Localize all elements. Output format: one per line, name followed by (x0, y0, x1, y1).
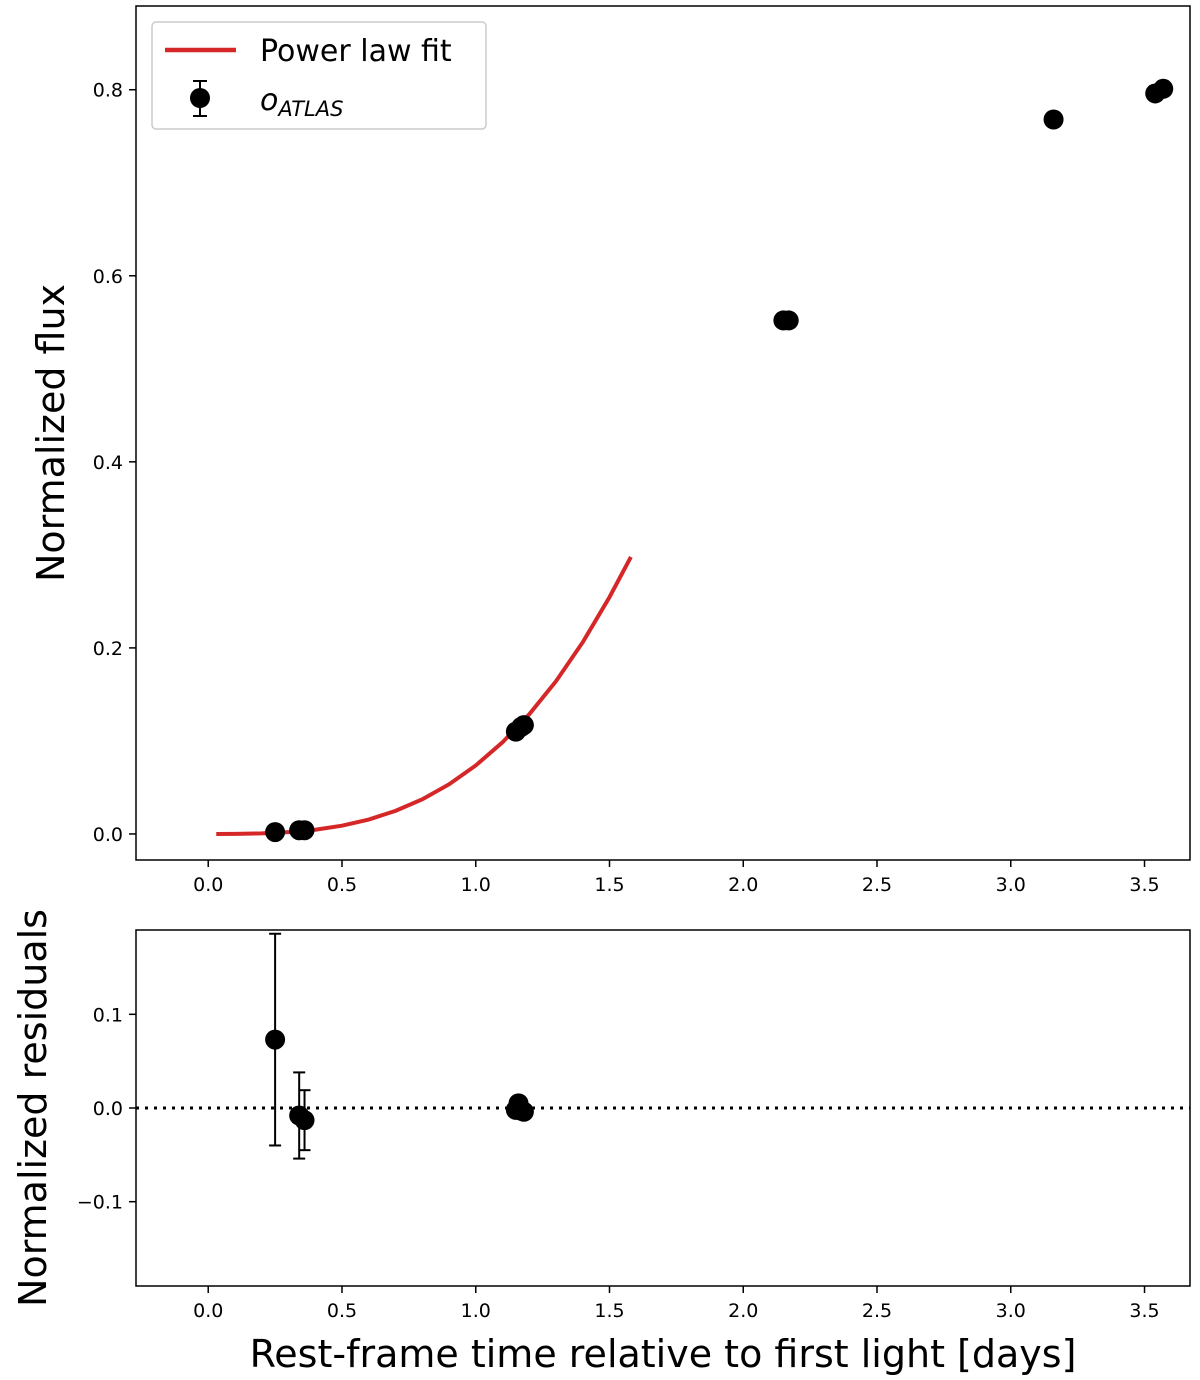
residuals-x-tick-label: 0.5 (327, 1300, 357, 1322)
flux-data-point (1043, 109, 1064, 130)
flux-data-point (513, 715, 534, 736)
legend-data-label-sub: ATLAS (276, 97, 343, 121)
flux-y-tick-label: 0.8 (93, 80, 123, 102)
legend-data-label-main: o (260, 83, 278, 118)
flux-x-tick-label: 3.5 (1129, 874, 1159, 896)
flux-x-axis-ticks: 0.0 0.5 1.0 1.5 2.0 2.5 3.0 3.5 (193, 860, 1160, 896)
residuals-y-tick-label: −0.1 (77, 1192, 123, 1214)
legend-data-label: oATLAS (260, 83, 343, 121)
residuals-data-point (265, 1029, 286, 1050)
residuals-y-axis-ticks: −0.1 0.0 0.1 (77, 1004, 136, 1214)
flux-y-tick-label: 0.2 (93, 638, 123, 660)
residuals-panel: 0.0 0.5 1.0 1.5 2.0 2.5 3.0 3.5 −0.1 0.0 0.1 Norm… (11, 909, 1191, 1376)
flux-x-tick-label: 1.5 (594, 874, 624, 896)
residuals-x-tick-label: 1.5 (594, 1300, 624, 1322)
residuals-axes-frame (135, 929, 1191, 1287)
residuals-x-tick-label: 2.5 (862, 1300, 892, 1322)
residuals-data-point (294, 1110, 315, 1131)
flux-x-tick-label: 0.0 (193, 874, 223, 896)
power-law-fit-line (216, 555, 633, 836)
flux-y-axis-ticks: 0.0 0.2 0.4 0.6 0.8 (93, 80, 136, 846)
residuals-x-tick-label: 0.0 (193, 1300, 223, 1322)
residuals-x-tick-label: 2.0 (728, 1300, 758, 1322)
flux-plot-marks (216, 78, 1174, 843)
flux-panel: 0.0 0.5 1.0 1.5 2.0 2.5 3.0 3.5 0.0 0.2 0.4 0.6 0.8… (29, 5, 1191, 896)
flux-x-tick-label: 0.5 (327, 874, 357, 896)
flux-y-tick-label: 0.0 (93, 824, 123, 846)
residuals-plot-marks (136, 932, 1190, 1160)
flux-y-tick-label: 0.4 (93, 452, 123, 474)
x-axis-label: Rest-frame time relative to first light … (250, 1332, 1077, 1376)
residuals-x-axis-ticks: 0.0 0.5 1.0 1.5 2.0 2.5 3.0 3.5 (193, 1286, 1160, 1322)
flux-x-tick-label: 1.0 (461, 874, 491, 896)
residuals-x-tick-label: 3.5 (1129, 1300, 1159, 1322)
legend-data-marker (190, 88, 210, 108)
residuals-data-point (513, 1101, 534, 1122)
legend-fit-label: Power law fit (260, 34, 452, 69)
flux-x-tick-label: 3.0 (996, 874, 1026, 896)
residuals-y-tick-label: 0.0 (93, 1098, 123, 1120)
residuals-y-tick-label: 0.1 (93, 1004, 123, 1026)
flux-x-tick-label: 2.5 (862, 874, 892, 896)
residuals-x-tick-label: 1.0 (461, 1300, 491, 1322)
flux-data-point (778, 310, 799, 331)
residuals-x-tick-label: 3.0 (996, 1300, 1026, 1322)
flux-data-point (265, 822, 286, 843)
flux-y-axis-label: Normalized flux (29, 284, 73, 582)
legend: Power law fit oATLAS (151, 21, 487, 130)
flux-data-point (1153, 78, 1174, 99)
flux-x-tick-label: 2.0 (728, 874, 758, 896)
flux-data-point (294, 820, 315, 841)
flux-y-tick-label: 0.6 (93, 266, 123, 288)
flux-axes-frame (135, 5, 1191, 861)
residuals-y-axis-label: Normalized residuals (11, 909, 55, 1307)
